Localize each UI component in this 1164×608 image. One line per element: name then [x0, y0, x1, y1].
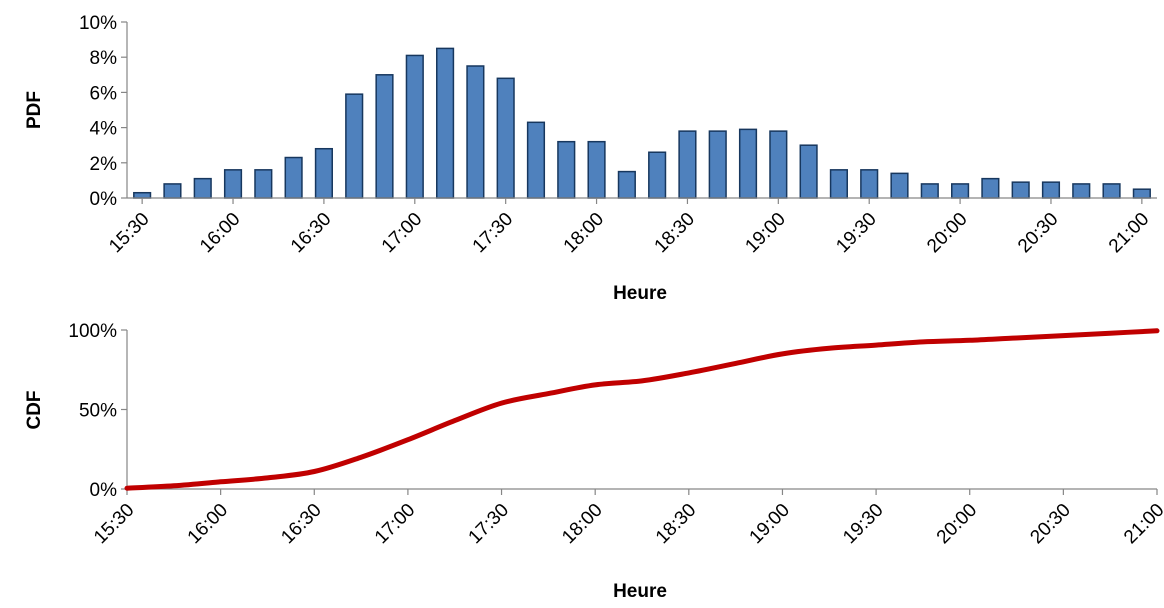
cdf-x-tick-label: 17:00 [371, 500, 419, 548]
cdf-x-tick-label: 20:00 [933, 500, 981, 548]
cdf-y-tick-label: 100% [68, 321, 117, 342]
pdf-y-tick-label: 8% [90, 48, 118, 69]
cdf-x-axis-title: Heure [613, 581, 667, 602]
cdf-x-tick-label: 18:30 [652, 500, 700, 548]
pdf-bar [648, 151, 667, 199]
pdf-bar [1011, 181, 1030, 199]
pdf-bar [587, 140, 606, 199]
pdf-bar [496, 77, 515, 199]
pdf-bar [466, 65, 485, 199]
cdf-series-line [124, 328, 1160, 491]
pdf-bar [1102, 183, 1121, 199]
pdf-bar [738, 128, 758, 199]
pdf-bar [133, 191, 152, 199]
pdf-bar [708, 130, 727, 199]
cdf-x-tick-label: 20:30 [1026, 500, 1074, 548]
pdf-y-tick-label: 10% [79, 13, 117, 34]
pdf-plot-area: 0% 2% 4% 6% 8% 10% 15:30 16:00 16:30 17:00 17:30 18… [79, 13, 1157, 257]
pdf-x-tick-label: 19:00 [741, 209, 789, 257]
pdf-bar [1041, 181, 1061, 199]
pdf-bar [951, 183, 970, 199]
cdf-x-tick-label: 15:30 [90, 500, 138, 548]
pdf-bar [375, 74, 394, 199]
pdf-bar [769, 130, 788, 199]
pdf-x-tick-label: 15:30 [105, 209, 153, 257]
cdf-chart: CDF Heure 0% 50% 100% 15:30 16:00 16:30 17:00 1… [24, 321, 1164, 602]
pdf-bar [829, 169, 848, 199]
pdf-bar [678, 130, 697, 199]
pdf-x-tick-label: 20:30 [1014, 209, 1062, 257]
pdf-y-tick-label: 2% [90, 154, 118, 175]
cdf-x-tick-label: 16:00 [184, 500, 232, 548]
pdf-bar [223, 169, 243, 199]
pdf-x-tick-label: 16:30 [287, 209, 335, 257]
pdf-bar [526, 121, 546, 199]
pdf-bar [617, 170, 636, 199]
pdf-y-tick-label: 4% [90, 119, 118, 140]
pdf-x-axis-title: Heure [613, 283, 667, 304]
pdf-y-axis-title: PDF [24, 91, 45, 129]
cdf-x-tick-label: 19:00 [746, 500, 794, 548]
pdf-bar [1132, 188, 1151, 199]
pdf-bar [163, 183, 182, 199]
cdf-x-tick-label: 21:00 [1120, 500, 1164, 548]
pdf-chart: PDF Heure 0% 2% 4% 6% 8% 10% 15:30 16:00 16:30 17… [24, 13, 1157, 304]
pdf-x-tick-label: 18:30 [651, 209, 699, 257]
cdf-x-tick-label: 19:30 [839, 500, 887, 548]
pdf-y-tick-label: 6% [90, 83, 118, 104]
pdf-bar [981, 177, 1000, 199]
pdf-bar [436, 47, 455, 199]
pdf-bar [314, 147, 333, 199]
pdf-bar [345, 93, 364, 199]
cdf-y-axis-title: CDF [24, 390, 45, 429]
pdf-x-tick-label: 19:30 [832, 209, 880, 257]
pdf-bar [405, 54, 424, 199]
pdf-bar [193, 177, 212, 199]
pdf-bar [1072, 183, 1091, 199]
pdf-bar [284, 156, 303, 199]
pdf-x-tick-label: 20:00 [923, 209, 971, 257]
pdf-bar [890, 172, 909, 199]
pdf-bar [860, 169, 879, 199]
cdf-y-tick-label: 0% [90, 480, 118, 501]
pdf-bar [920, 183, 939, 199]
pdf-x-tick-label: 21:00 [1105, 209, 1153, 257]
cdf-x-tick-label: 16:30 [277, 500, 325, 548]
pdf-y-tick-label: 0% [90, 189, 118, 210]
cdf-plot-area: 0% 50% 100% 15:30 16:00 16:30 17:00 17:30 18:00 1… [68, 321, 1164, 548]
pdf-x-tick-label: 18:00 [560, 209, 608, 257]
cdf-y-tick-label: 50% [79, 401, 117, 422]
cdf-x-tick-label: 17:30 [465, 500, 513, 548]
pdf-bar [799, 144, 818, 199]
pdf-x-tick-label: 16:00 [196, 209, 244, 257]
pdf-bar [254, 169, 273, 199]
pdf-x-tick-label: 17:30 [469, 209, 517, 257]
pdf-x-tick-label: 17:00 [378, 209, 426, 257]
pdf-bar [557, 140, 576, 199]
cdf-x-tick-label: 18:00 [558, 500, 606, 548]
